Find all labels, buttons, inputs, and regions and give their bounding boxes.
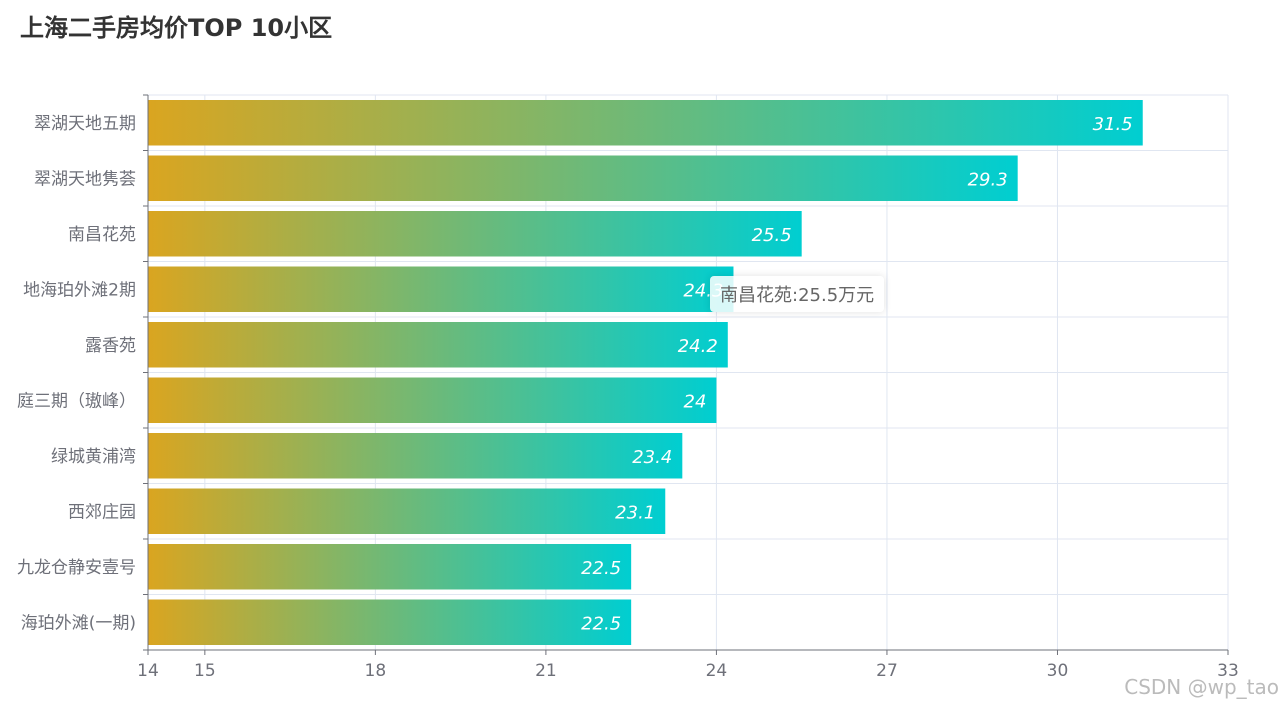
category-label: 翠湖天地隽荟 — [34, 169, 136, 189]
data-label: 24.2 — [678, 336, 718, 357]
x-tick-label: 30 — [1047, 661, 1069, 681]
category-label: 南昌花苑 — [68, 225, 136, 245]
x-tick-label: 18 — [365, 661, 387, 681]
category-label: 庭三期（璈峰） — [17, 391, 136, 411]
x-tick-label: 14 — [137, 661, 159, 681]
category-label: 西郊庄园 — [68, 502, 136, 522]
bar[interactable] — [148, 377, 717, 424]
chart-title: 上海二手房均价TOP 10小区 — [20, 14, 333, 42]
data-label: 31.5 — [1093, 114, 1133, 135]
x-tick-label: 33 — [1217, 661, 1239, 681]
data-label: 22.5 — [581, 558, 621, 579]
data-label: 29.3 — [968, 169, 1008, 190]
x-tick-label: 15 — [194, 661, 216, 681]
category-label: 露香苑 — [85, 336, 136, 356]
bar[interactable] — [148, 488, 666, 535]
bar[interactable] — [148, 211, 802, 257]
bar[interactable] — [148, 100, 1143, 146]
bar[interactable] — [148, 155, 1018, 202]
bar[interactable] — [148, 433, 683, 479]
x-tick-label: 21 — [535, 661, 557, 681]
data-label: 23.4 — [632, 447, 672, 468]
category-label: 绿城黄浦湾 — [51, 447, 136, 467]
category-label: 海珀外滩(一期) — [21, 613, 136, 633]
x-tick-label: 27 — [876, 661, 898, 681]
bar[interactable] — [148, 544, 632, 590]
bar[interactable] — [148, 266, 734, 313]
data-label: 23.1 — [615, 502, 655, 523]
data-label: 22.5 — [581, 613, 621, 634]
watermark: CSDN @wp_tao — [1124, 675, 1279, 699]
category-label: 九龙仓静安壹号 — [17, 558, 136, 578]
data-label: 24 — [684, 391, 707, 412]
bar[interactable] — [148, 599, 632, 646]
category-label: 地海珀外滩2期 — [23, 280, 136, 300]
category-label: 翠湖天地五期 — [34, 114, 136, 134]
data-label: 25.5 — [752, 225, 792, 246]
x-tick-label: 24 — [706, 661, 728, 681]
bar[interactable] — [148, 322, 728, 368]
tooltip: 南昌花苑:25.5万元 — [710, 276, 885, 312]
